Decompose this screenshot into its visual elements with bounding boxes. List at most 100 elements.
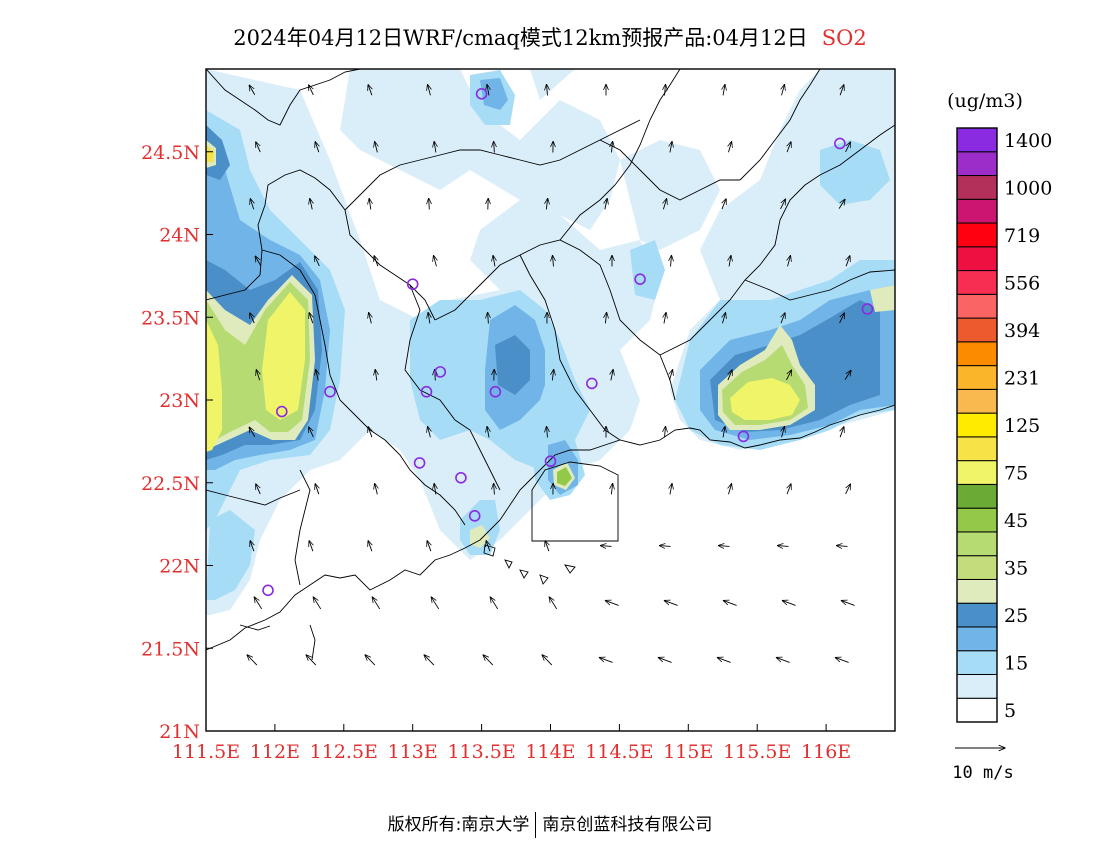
colorbar-label: 75 [1004,462,1028,484]
colorbar-swatch [956,198,998,224]
y-tick-label: 22.5N [141,473,200,495]
wind-arrow [670,484,672,495]
footer-separator [535,812,537,838]
wind-arrow [254,597,263,610]
wind-arrow [722,313,725,324]
station-marker [475,88,488,100]
wind-arrow [844,370,851,380]
wind-arrow [428,427,431,438]
station-marker [468,510,481,522]
island-6 [309,624,316,661]
x-tick-label: 112E [250,741,300,763]
island-1 [483,544,496,557]
wind-arrow [434,484,436,495]
boundary-county-12 [206,489,301,506]
colorbar-swatch [956,270,998,295]
station-marker [413,457,426,469]
colorbar-label: 556 [1004,272,1040,294]
wind-arrow [845,484,851,495]
wind-arrow [313,597,322,610]
conc-yellow-west [206,320,222,452]
conc-green-sz [557,467,572,486]
wind-arrow [552,370,553,381]
wind-arrow [315,142,319,153]
wind-arrow [835,658,849,663]
wind-arrow [671,256,672,267]
wind-arrow [778,546,789,547]
wind-arrow [729,256,731,267]
island-5 [564,564,576,574]
wind-arrow [782,85,785,96]
title-text: 2024年04月12日WRF/cmaq模式12km预报产品:04月12日 [233,26,808,50]
wind-arrow [547,427,548,438]
wind-arrow [782,427,785,438]
wind-arrow [255,256,262,266]
conc-pgreen-e2 [870,285,895,312]
province-border-main [206,69,361,126]
station-marker [275,405,288,418]
wind-arrow [256,142,261,153]
station-marker [737,430,750,443]
wind-arrow [428,313,430,324]
island-2 [504,559,513,570]
wind-arrow [723,85,725,96]
colorbar-frame [956,127,998,723]
conc-region-north [206,69,620,230]
wind-arrows [247,85,855,666]
boundary-county-2 [404,284,501,491]
station-marker [489,385,502,398]
y-tick-label: 24.5N [141,142,200,164]
wind-arrow [488,313,489,324]
wind-arrow [605,601,619,606]
wind-arrow [424,655,435,666]
colorbar-swatch [956,650,998,675]
y-tick-label: 21N [159,721,200,743]
wind-arrow [372,597,381,610]
station-marker [406,278,419,290]
conc-yellow-west2 [262,292,305,420]
colorbar-swatch [956,673,998,699]
station-marker [544,455,557,468]
copyright-footer: 版权所有:南京大学 南京创蓝科技有限公司 [0,810,1100,838]
wind-legend: 10 m/s [952,748,1014,783]
boundary-county-9 [739,69,821,181]
colorbar-label: 5 [1004,700,1016,722]
boundary-county-11 [294,469,311,586]
wind-arrow [664,313,666,324]
island-4 [539,574,549,585]
wind-arrow [375,370,377,381]
conc-yellow-w3 [206,145,214,162]
wind-arrow [315,256,320,267]
island-7 [239,624,271,631]
wind-arrow [368,85,372,96]
wind-arrow [605,313,606,324]
wind-arrow [249,85,256,95]
wind-arrow [841,601,855,606]
colorbar-swatch [956,507,998,533]
station-marker [455,471,467,484]
wind-arrow [369,199,371,210]
colorbar-swatch [956,460,998,485]
monitoring-stations [262,88,874,597]
wind-arrow [250,541,254,552]
wind-arrow [781,313,785,324]
coastline-boundaries [206,69,895,661]
wind-arrow [309,427,314,438]
boundary-county-3 [434,239,676,401]
wind-arrow [837,546,848,547]
wind-arrow [788,256,791,267]
colorbar-swatch [956,697,998,723]
wind-arrow [365,655,376,666]
colorbar-swatch [956,317,998,343]
y-axis: 21N 21.5N 22N 22.5N 23N 23.5N 24N 24.5N [141,142,213,743]
colorbar-swatch [956,388,998,414]
x-tick-label: 112.5E [310,741,378,763]
colorbar-swatch [956,175,998,200]
x-tick-label: 113E [388,741,438,763]
wind-arrow [487,85,489,96]
colorbar-swatch [956,436,998,462]
station-marker [420,385,433,398]
wind-arrow [845,142,851,153]
wind-arrow [722,199,726,210]
wind-arrow [256,370,259,381]
